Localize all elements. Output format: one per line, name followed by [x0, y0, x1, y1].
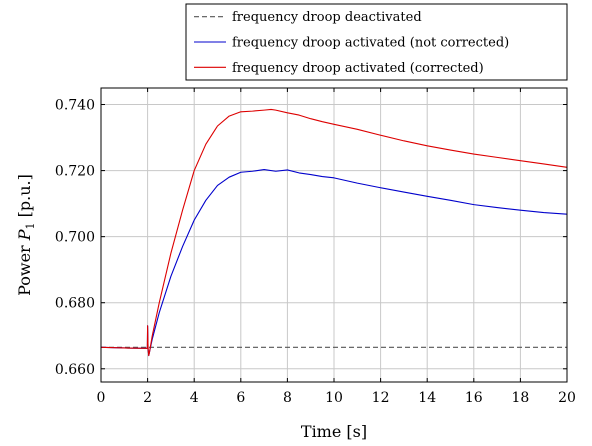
legend-entries: frequency droop deactivated frequency dro…	[194, 10, 509, 76]
y-axis-label-prefix: Power	[15, 240, 34, 296]
grid-lines	[100, 88, 568, 382]
tick-labels: 0 2 4 6 8 10 12 14 16 18 20 0.660 0.680 0.700 0.720 0.7…	[55, 98, 576, 406]
series-layer	[100, 108, 568, 357]
legend-box	[185, 3, 568, 81]
y-tick-label: 0.680	[55, 296, 95, 312]
x-tick-label: 14	[418, 390, 436, 406]
x-axis-label: Time [s]	[301, 422, 367, 441]
x-tick-label: 16	[465, 390, 483, 406]
legend-label-3: frequency droop activated (corrected)	[232, 61, 484, 76]
x-tick-label: 2	[143, 390, 152, 406]
legend: frequency droop deactivated frequency dro…	[185, 3, 568, 81]
y-axis-label: Power P1 [p.u.]	[15, 174, 37, 296]
series-line-3	[100, 108, 568, 357]
tick-marks	[100, 88, 568, 382]
y-tick-label: 0.700	[55, 230, 95, 246]
y-tick-label: 0.660	[55, 362, 95, 378]
y-axis-label-subscript: 1	[24, 222, 37, 229]
x-tick-label: 0	[97, 390, 106, 406]
x-tick-label: 10	[325, 390, 343, 406]
legend-label-2: frequency droop activated (not corrected…	[232, 36, 509, 51]
x-tick-label: 8	[283, 390, 292, 406]
x-tick-label: 6	[236, 390, 245, 406]
legend-label-1: frequency droop deactivated	[232, 10, 422, 25]
y-axis-label-symbol: P	[15, 229, 34, 241]
y-tick-label: 0.720	[55, 164, 95, 180]
x-tick-label: 4	[190, 390, 199, 406]
y-tick-label: 0.740	[55, 98, 95, 114]
x-tick-label: 18	[511, 390, 529, 406]
y-axis-label-suffix: [p.u.]	[15, 174, 34, 222]
x-tick-label: 12	[372, 390, 390, 406]
x-tick-label: 20	[558, 390, 576, 406]
